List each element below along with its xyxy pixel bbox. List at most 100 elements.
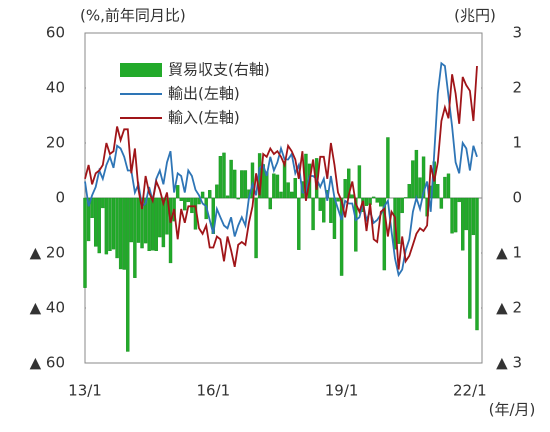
x-tick-label: 22/1 (453, 382, 487, 400)
y2-tick-label: ▲ 1 (496, 244, 522, 262)
bar (243, 170, 248, 199)
bar (289, 191, 294, 199)
bar (154, 197, 158, 251)
bar (183, 197, 187, 211)
legend-swatch (120, 63, 162, 77)
y-tick-label: 20 (46, 134, 65, 152)
bar (364, 197, 369, 206)
bar (104, 197, 109, 255)
y-tick-label: ▲ 20 (30, 244, 65, 262)
y2-tick-label: ▲ 3 (496, 354, 522, 372)
bar (339, 197, 344, 276)
bar (222, 152, 226, 199)
x-tick-label: 16/1 (196, 382, 230, 400)
bar (311, 197, 315, 231)
bar (208, 190, 212, 199)
line (84, 65, 478, 270)
bar (97, 197, 101, 254)
bar (414, 149, 419, 199)
bar (140, 197, 144, 249)
bar (371, 196, 376, 199)
bar (175, 185, 180, 199)
bar (375, 197, 379, 203)
bar (115, 197, 119, 259)
bar (329, 197, 333, 223)
bar (439, 197, 444, 209)
bar (236, 197, 240, 200)
x-tick-label: 13/1 (68, 382, 102, 400)
bar (158, 197, 162, 238)
bar (400, 197, 404, 214)
y-tick-label: ▲ 60 (30, 354, 65, 372)
bar (126, 197, 130, 352)
bar (200, 191, 205, 199)
y-axis-title: (%,前年同月比) (80, 7, 186, 25)
bar (186, 197, 191, 203)
bar (436, 184, 440, 199)
bar (407, 184, 411, 199)
bar (354, 197, 358, 252)
bar (168, 197, 173, 264)
bar (450, 197, 454, 234)
bar (143, 197, 148, 244)
bar (421, 156, 426, 199)
bar (225, 195, 230, 199)
bar (86, 197, 91, 242)
bar (93, 197, 98, 247)
bar (318, 197, 322, 211)
bar (379, 197, 383, 207)
bar (215, 184, 219, 199)
y-tick-label: 60 (46, 24, 65, 42)
bar (133, 197, 137, 278)
bar (343, 179, 347, 199)
bar (275, 174, 280, 199)
bar (229, 159, 233, 199)
y2-tick-label: ▲ 2 (496, 299, 522, 317)
bar (161, 197, 166, 248)
bar (279, 191, 283, 199)
bar (468, 197, 472, 319)
bar (457, 197, 461, 203)
bar (471, 197, 476, 236)
bar (111, 197, 116, 250)
bar (122, 197, 126, 270)
bar (151, 197, 155, 251)
bar (404, 197, 408, 199)
bar (461, 197, 465, 251)
bar (336, 197, 340, 202)
bar (418, 177, 422, 199)
bar (240, 170, 244, 199)
y2-axis-title: (兆円) (454, 7, 496, 25)
bar (396, 197, 401, 244)
bar (475, 197, 479, 331)
bar (108, 197, 112, 251)
legend-label: 輸出(左軸) (168, 85, 240, 103)
line (84, 61, 478, 278)
y2-tick-label: 2 (512, 79, 522, 97)
y-tick-label: 0 (55, 189, 65, 207)
bar (293, 177, 297, 199)
bar (464, 197, 469, 231)
bar (147, 197, 151, 251)
bar (286, 182, 290, 199)
bar (268, 197, 273, 210)
bar (322, 197, 326, 223)
legend-label: 貿易収支(右軸) (168, 61, 270, 79)
bar (453, 197, 458, 233)
bar (254, 197, 258, 259)
bar (101, 197, 105, 209)
bar (297, 197, 301, 250)
bar (446, 173, 451, 199)
bar (386, 137, 390, 199)
bar (272, 173, 276, 199)
bar (179, 197, 183, 201)
bar (382, 197, 387, 271)
bar (357, 165, 362, 199)
y2-tick-label: 0 (512, 189, 522, 207)
y2-tick-label: 1 (512, 134, 522, 152)
bar (411, 160, 415, 199)
bar (232, 169, 237, 199)
y-tick-label: 40 (46, 79, 65, 97)
x-axis-title: (年/月) (489, 401, 536, 419)
bar (129, 197, 134, 243)
